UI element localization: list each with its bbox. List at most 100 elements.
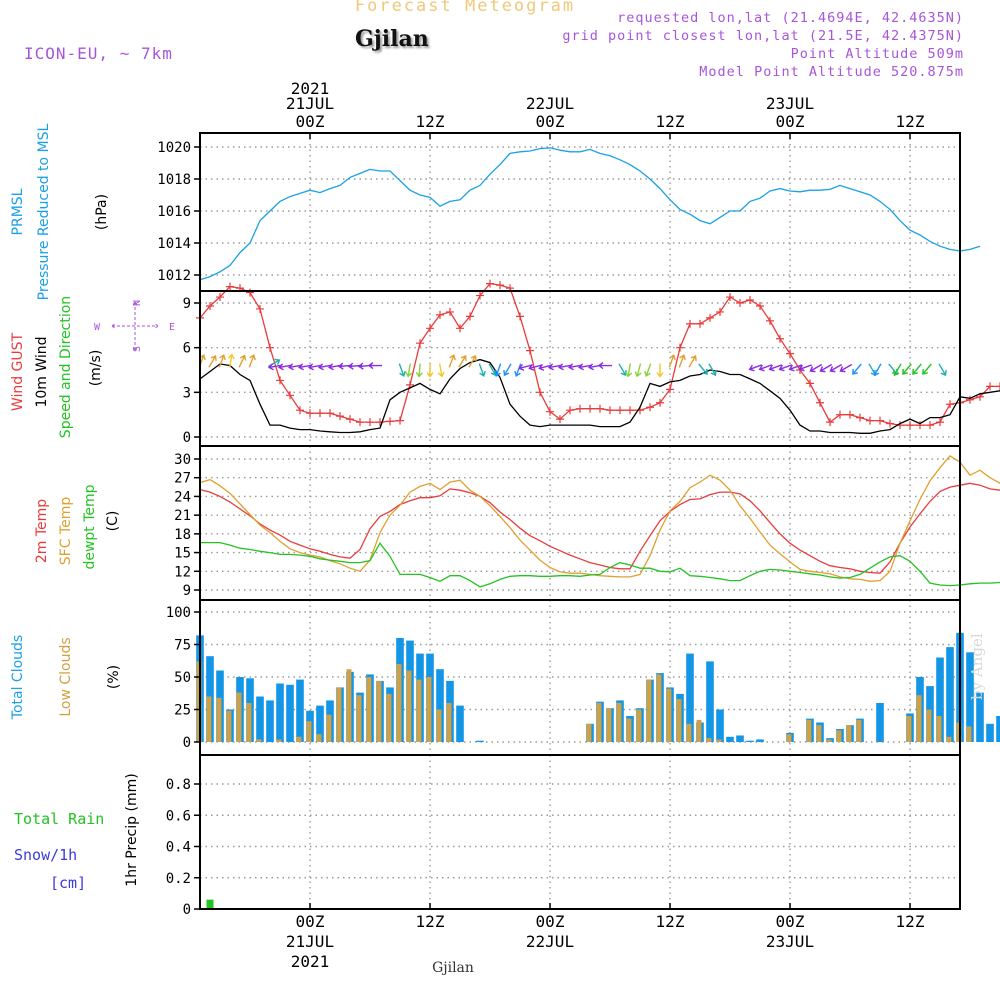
wind-direction-arrow — [668, 354, 676, 368]
wind-direction-arrow — [248, 354, 256, 368]
bar-total-clouds — [266, 700, 274, 742]
y-tick-label: 9 — [183, 583, 191, 599]
wind-direction-arrow — [568, 363, 583, 371]
gust-point — [756, 301, 764, 310]
y-tick-label: 12 — [174, 564, 191, 580]
wind-direction-arrow — [597, 361, 612, 370]
bottom-date-label: 21JUL — [286, 932, 334, 951]
bar-low-clouds — [966, 726, 972, 742]
y-tick-label: 0 — [183, 902, 191, 918]
wind-direction-arrow — [698, 363, 708, 375]
bar-total-clouds — [256, 696, 264, 742]
gust-point — [266, 343, 274, 352]
bottom-hour-label: 00Z — [296, 912, 325, 931]
label-snow: Snow/1h — [14, 846, 77, 864]
bar-low-clouds — [616, 703, 622, 742]
gust-point — [886, 419, 894, 428]
bar-low-clouds — [666, 688, 672, 742]
y-tick-label: 0 — [183, 735, 191, 751]
bar-low-clouds — [696, 719, 702, 742]
wind-direction-arrow — [448, 354, 456, 368]
wind-direction-arrow — [873, 363, 882, 377]
bottom-hour-label: 00Z — [776, 912, 805, 931]
bar-low-clouds — [366, 677, 372, 742]
y-tick-label: 0.4 — [166, 840, 191, 856]
bar-low-clouds — [356, 695, 362, 742]
wind-direction-arrow — [893, 363, 902, 377]
bar-low-clouds — [626, 718, 632, 742]
watermark: by Angel — [968, 633, 986, 700]
gust-point — [776, 334, 784, 343]
wind-direction-arrow — [558, 363, 573, 371]
model-label: ICON-EU, ~ 7km — [24, 44, 173, 63]
gust-point — [916, 421, 924, 430]
gust-point — [866, 416, 874, 425]
wind-direction-arrow — [548, 363, 563, 371]
gust-point — [936, 418, 944, 427]
bar-low-clouds — [316, 734, 322, 742]
wind-direction-arrow — [578, 363, 593, 371]
bar-low-clouds — [446, 703, 452, 742]
wind-direction-arrow — [367, 361, 382, 370]
series-line-sfcTemp — [199, 455, 1000, 582]
series-line-pressure — [199, 147, 981, 281]
compass-n: N — [132, 300, 143, 306]
y-tick-label: 30 — [174, 452, 191, 468]
bar-low-clouds — [386, 693, 392, 742]
ylabel-ms: (m/s) — [88, 350, 104, 387]
gust-point — [846, 410, 854, 419]
bar-precip — [206, 899, 214, 909]
bar-low-clouds — [586, 723, 592, 742]
gust-point — [656, 398, 664, 407]
wind-direction-arrow — [528, 364, 543, 371]
footer-location: Gjilan — [432, 960, 474, 976]
bar-low-clouds — [606, 708, 612, 742]
bar-low-clouds — [236, 692, 242, 742]
bar-total-clouds — [436, 669, 444, 742]
y-tick-label: 75 — [174, 638, 191, 654]
grid-layer — [200, 133, 960, 910]
gust-point — [306, 409, 314, 418]
gust-point — [996, 382, 1000, 391]
wind-direction-arrow — [308, 363, 323, 371]
y-tick-label: 50 — [174, 670, 191, 686]
y-tick-label: 27 — [174, 471, 191, 487]
bar-low-clouds — [926, 709, 932, 742]
bar-low-clouds — [326, 714, 332, 742]
wind-direction-arrow — [405, 363, 413, 378]
top-hour-label: 12Z — [656, 112, 685, 131]
ylabel-percent: (%) — [106, 665, 122, 689]
gust-point — [516, 312, 524, 321]
gust-point — [336, 412, 344, 421]
gust-point — [346, 415, 354, 424]
frames-layer — [194, 132, 961, 910]
ylabel-total-clouds: Total Clouds — [10, 635, 26, 720]
series-line-wind10m — [199, 358, 1000, 434]
bar-total-clouds — [296, 679, 304, 742]
ylabel-sfctemp: SFC Temp — [58, 497, 74, 566]
gust-point — [226, 282, 234, 291]
bar-low-clouds — [426, 677, 432, 742]
gust-point — [616, 406, 624, 415]
bar-total-clouds — [706, 661, 714, 742]
wind-direction-arrow — [938, 363, 947, 377]
gust-point — [696, 319, 704, 328]
gust-point — [446, 307, 454, 316]
top-hour-label: 12Z — [896, 112, 925, 131]
wind-direction-arrow — [518, 364, 533, 371]
y-tick-label: 3 — [183, 385, 191, 401]
top-hour-label: 00Z — [296, 112, 325, 131]
wind-direction-arrow — [478, 363, 486, 377]
labels-layer: 1012 1014 1016 1018 1020 0 3 6 9 9 12 15 18 21 24 27 30 0… — [10, 79, 925, 976]
wind-direction-arrow — [839, 363, 853, 373]
ylabel-low-clouds: Low Clouds — [58, 637, 74, 716]
y-tick-label: 6 — [183, 341, 191, 357]
gust-point — [726, 293, 734, 302]
bar-low-clouds — [836, 730, 842, 742]
gust-point — [716, 307, 724, 316]
wind-direction-arrow — [644, 363, 652, 377]
gust-point — [826, 418, 834, 427]
gust-point — [556, 415, 564, 424]
series-line-temp2m — [199, 482, 1000, 574]
bar-low-clouds — [376, 680, 382, 742]
